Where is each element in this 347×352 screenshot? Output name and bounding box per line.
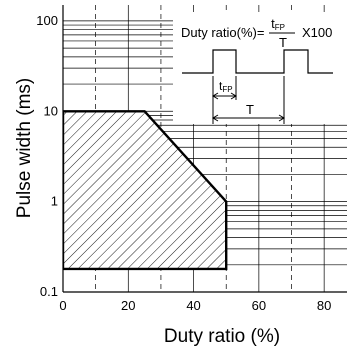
x-tick-label: 40	[186, 298, 200, 313]
tick-labels: 0 20 40 60 80 0.1 1 10 100	[36, 13, 331, 313]
inset-background	[173, 12, 347, 124]
y-tick-label: 100	[36, 13, 58, 28]
hatched-region-layer	[63, 110, 228, 271]
y-tick-label: 10	[44, 103, 58, 118]
period-arrow-right	[278, 114, 285, 122]
x-tick-label: 80	[317, 298, 331, 313]
formula-suffix: X100	[302, 25, 332, 40]
y-tick-label: 1	[51, 194, 58, 209]
hatched-region-fill	[63, 111, 227, 269]
period-arrow-left	[212, 114, 219, 122]
x-tick-label: 20	[121, 298, 135, 313]
x-tick-label: 60	[252, 298, 266, 313]
x-axis-label: Duty ratio (%)	[164, 326, 280, 347]
formula-prefix: Duty ratio(%)=	[181, 25, 264, 40]
tfp-label-subscript: FP	[222, 85, 232, 94]
axes	[62, 5, 347, 293]
formula-numerator-subscript: FP	[275, 23, 285, 32]
y-tick-label: 0.1	[40, 284, 58, 299]
y-axis-label: Pulse width (ms)	[14, 78, 35, 218]
region-boundary	[63, 110, 228, 271]
tfp-arrow-right	[230, 92, 237, 100]
formula-denominator: T	[279, 35, 287, 50]
pulse-waveform	[182, 49, 333, 74]
period-label: T	[246, 102, 254, 117]
x-tick-label: 0	[59, 298, 66, 313]
